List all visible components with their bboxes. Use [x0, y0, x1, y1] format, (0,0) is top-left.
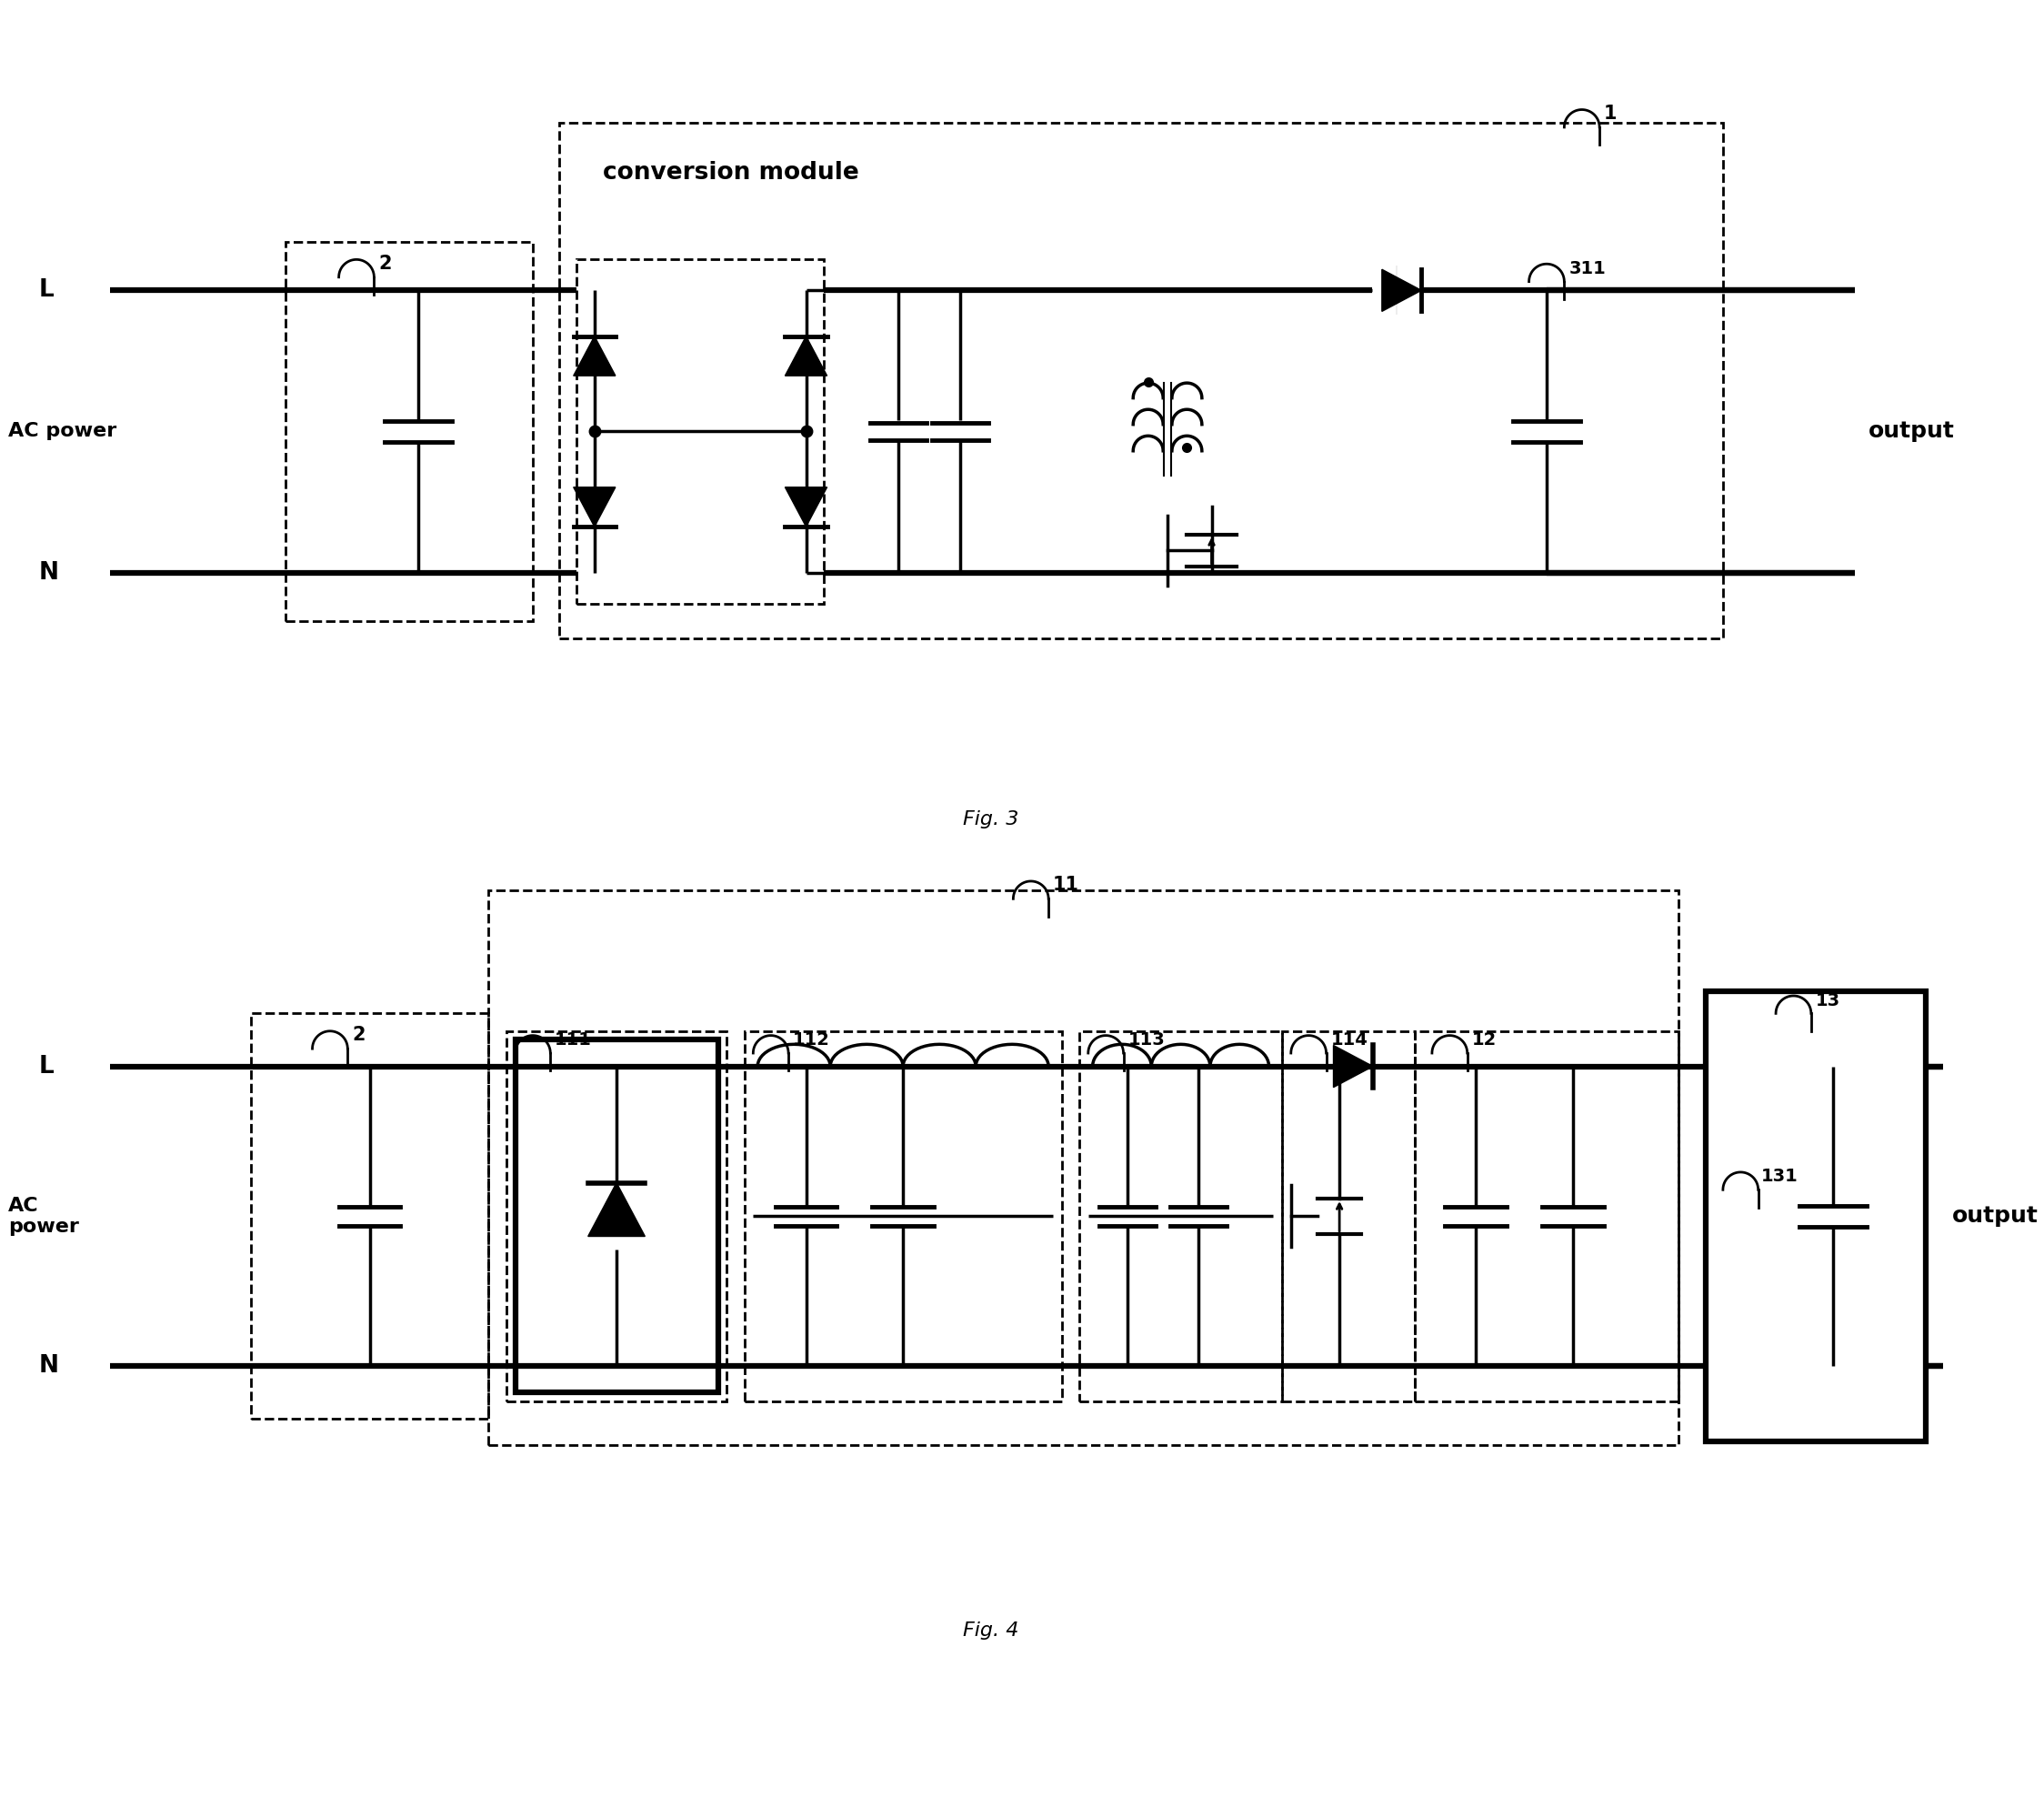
- Bar: [507, 1030, 728, 1401]
- Bar: [744, 1030, 1061, 1401]
- Text: output: output: [1952, 1205, 2038, 1226]
- Bar: [1282, 1030, 1414, 1401]
- Text: 114: 114: [1331, 1032, 1367, 1048]
- Bar: [1079, 1030, 1282, 1401]
- Bar: [251, 1014, 489, 1419]
- Text: 12: 12: [1472, 1032, 1496, 1048]
- Text: L: L: [39, 1054, 55, 1077]
- Bar: [489, 890, 1678, 1446]
- Text: 113: 113: [1128, 1032, 1165, 1048]
- Bar: [515, 1039, 717, 1392]
- Text: 311: 311: [1568, 260, 1607, 278]
- Text: N: N: [39, 561, 59, 585]
- Text: L: L: [39, 278, 55, 302]
- Polygon shape: [785, 487, 828, 527]
- Bar: [576, 260, 824, 603]
- Polygon shape: [1382, 269, 1421, 311]
- Text: 13: 13: [1815, 992, 1840, 1008]
- Text: conversion module: conversion module: [603, 162, 858, 185]
- Polygon shape: [1333, 1045, 1374, 1087]
- Bar: [560, 124, 1723, 640]
- Text: AC power: AC power: [8, 422, 117, 440]
- Text: Fig. 3: Fig. 3: [963, 810, 1020, 829]
- Polygon shape: [785, 336, 828, 376]
- Bar: [1705, 992, 1925, 1441]
- Text: Fig. 4: Fig. 4: [963, 1621, 1020, 1639]
- Text: 2: 2: [378, 254, 392, 273]
- Text: 111: 111: [554, 1032, 593, 1048]
- Bar: [286, 242, 533, 621]
- Text: 11: 11: [1053, 876, 1079, 894]
- Text: 2: 2: [352, 1027, 366, 1045]
- Text: 1: 1: [1605, 105, 1617, 124]
- Text: AC
power: AC power: [8, 1197, 80, 1236]
- Text: N: N: [39, 1354, 59, 1377]
- Polygon shape: [589, 1183, 646, 1236]
- Polygon shape: [574, 336, 615, 376]
- Text: 112: 112: [793, 1032, 830, 1048]
- Text: 131: 131: [1760, 1168, 1799, 1185]
- Text: output: output: [1868, 420, 1954, 442]
- Polygon shape: [574, 487, 615, 527]
- Bar: [1414, 1030, 1678, 1401]
